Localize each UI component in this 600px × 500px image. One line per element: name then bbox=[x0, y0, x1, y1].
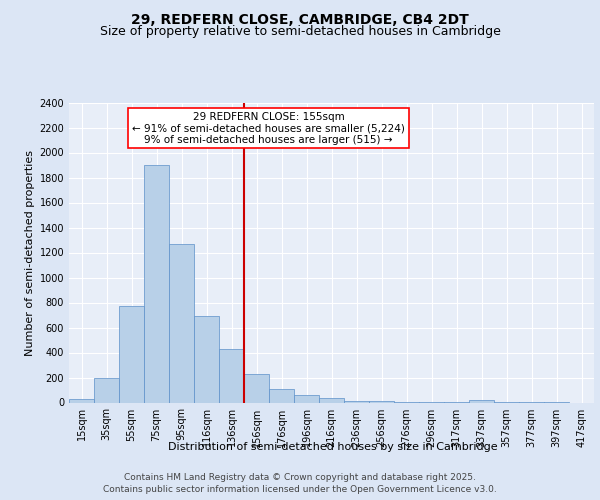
Bar bbox=[94, 378, 119, 402]
Bar bbox=[244, 374, 269, 402]
Bar bbox=[319, 398, 344, 402]
Text: Distribution of semi-detached houses by size in Cambridge: Distribution of semi-detached houses by … bbox=[168, 442, 498, 452]
Bar bbox=[219, 349, 244, 403]
Bar bbox=[194, 316, 219, 402]
Text: Size of property relative to semi-detached houses in Cambridge: Size of property relative to semi-detach… bbox=[100, 25, 500, 38]
Text: 29 REDFERN CLOSE: 155sqm
← 91% of semi-detached houses are smaller (5,224)
9% of: 29 REDFERN CLOSE: 155sqm ← 91% of semi-d… bbox=[132, 112, 405, 144]
Text: Contains HM Land Registry data © Crown copyright and database right 2025.: Contains HM Land Registry data © Crown c… bbox=[124, 472, 476, 482]
Bar bbox=[144, 165, 169, 402]
Bar bbox=[469, 400, 494, 402]
Bar bbox=[294, 395, 319, 402]
Bar bbox=[169, 244, 194, 402]
Bar bbox=[369, 401, 394, 402]
Bar bbox=[119, 306, 144, 402]
Bar bbox=[344, 400, 369, 402]
Bar bbox=[69, 400, 94, 402]
Bar bbox=[269, 390, 294, 402]
Text: 29, REDFERN CLOSE, CAMBRIDGE, CB4 2DT: 29, REDFERN CLOSE, CAMBRIDGE, CB4 2DT bbox=[131, 12, 469, 26]
Y-axis label: Number of semi-detached properties: Number of semi-detached properties bbox=[25, 150, 35, 356]
Text: Contains public sector information licensed under the Open Government Licence v3: Contains public sector information licen… bbox=[103, 485, 497, 494]
